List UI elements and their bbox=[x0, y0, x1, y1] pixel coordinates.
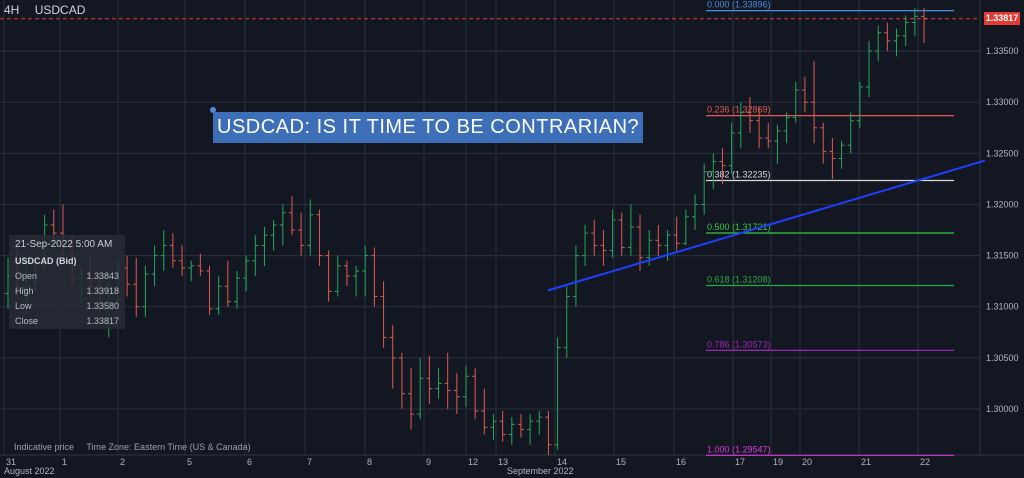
x-tick-label: 15 bbox=[616, 457, 626, 467]
info-row-high: High 1.33918 bbox=[15, 284, 119, 299]
indicative-price-note: Indicative price bbox=[14, 442, 75, 452]
x-tick-label: 6 bbox=[247, 457, 252, 467]
y-tick-label: 1.33500 bbox=[986, 46, 1019, 56]
fib-level-label: 0.382 (1.32235) bbox=[707, 169, 771, 179]
x-tick-label: 13 bbox=[498, 457, 508, 467]
last-price-tag: 1.33817 bbox=[984, 12, 1020, 25]
fib-level-label: 0.618 (1.31208) bbox=[707, 274, 771, 284]
info-label: Low bbox=[15, 301, 32, 311]
y-tick-label: 1.32000 bbox=[986, 199, 1019, 209]
y-tick-label: 1.33000 bbox=[986, 97, 1019, 107]
info-value: 1.33918 bbox=[86, 286, 119, 296]
fib-level-label: 1.000 (1.29547) bbox=[707, 444, 771, 454]
x-tick-label: 9 bbox=[426, 457, 431, 467]
x-tick-label: 31 bbox=[6, 457, 16, 467]
x-month-label: September 2022 bbox=[507, 466, 574, 476]
timezone-note: Time Zone: Eastern Time (US & Canada) bbox=[86, 442, 251, 452]
info-label: Close bbox=[15, 316, 39, 326]
fib-level-label: 0.000 (1.33896) bbox=[707, 0, 771, 10]
x-tick-label: 20 bbox=[802, 457, 812, 467]
x-tick-label: 17 bbox=[735, 457, 745, 467]
y-tick-label: 1.30500 bbox=[986, 353, 1019, 363]
symbol-label[interactable]: USDCAD bbox=[34, 3, 86, 17]
y-tick-label: 1.31000 bbox=[986, 302, 1019, 312]
x-tick-label: 5 bbox=[187, 457, 192, 467]
chart-footer: Indicative price Time Zone: Eastern Time… bbox=[14, 442, 261, 452]
x-tick-label: 1 bbox=[62, 457, 67, 467]
y-tick-label: 1.30000 bbox=[986, 404, 1019, 414]
info-label: High bbox=[15, 286, 34, 296]
info-datetime: 21-Sep-2022 5:00 AM bbox=[15, 239, 113, 250]
ohlc-info-panel: 21-Sep-2022 5:00 AM USDCAD (Bid) Open 1.3… bbox=[9, 235, 125, 329]
x-month-label: August 2022 bbox=[4, 466, 55, 476]
info-value: 1.33580 bbox=[86, 301, 119, 311]
x-tick-label: 21 bbox=[861, 457, 871, 467]
chart-header: 4H USDCAD bbox=[4, 3, 97, 17]
x-tick-label: 7 bbox=[307, 457, 312, 467]
info-row-close: Close 1.33817 bbox=[15, 314, 119, 329]
y-tick-label: 1.31500 bbox=[986, 251, 1019, 261]
x-tick-label: 19 bbox=[773, 457, 783, 467]
timeframe-label[interactable]: 4H bbox=[4, 3, 20, 17]
x-tick-label: 8 bbox=[367, 457, 372, 467]
info-value: 1.33843 bbox=[86, 271, 119, 281]
headline-banner: USDCAD: IS IT TIME TO BE CONTRARIAN? bbox=[213, 112, 644, 143]
info-label: Open bbox=[15, 271, 38, 281]
x-tick-label: 2 bbox=[120, 457, 125, 467]
fib-level-label: 0.500 (1.31721) bbox=[707, 222, 771, 232]
info-instrument: USDCAD (Bid) bbox=[15, 256, 77, 266]
info-row-low: Low 1.33580 bbox=[15, 299, 119, 314]
x-tick-label: 12 bbox=[468, 457, 478, 467]
fib-level-label: 0.786 (1.30573) bbox=[707, 339, 771, 349]
fib-level-label: 0.236 (1.32869) bbox=[707, 105, 771, 115]
x-tick-label: 14 bbox=[557, 457, 567, 467]
trend-line bbox=[547, 159, 986, 292]
info-value: 1.33817 bbox=[86, 316, 119, 326]
annotation-anchor-dot bbox=[210, 107, 216, 113]
y-tick-label: 1.32500 bbox=[986, 148, 1019, 158]
info-row-open: Open 1.33843 bbox=[15, 269, 119, 284]
x-tick-label: 22 bbox=[920, 457, 930, 467]
x-tick-label: 16 bbox=[676, 457, 686, 467]
